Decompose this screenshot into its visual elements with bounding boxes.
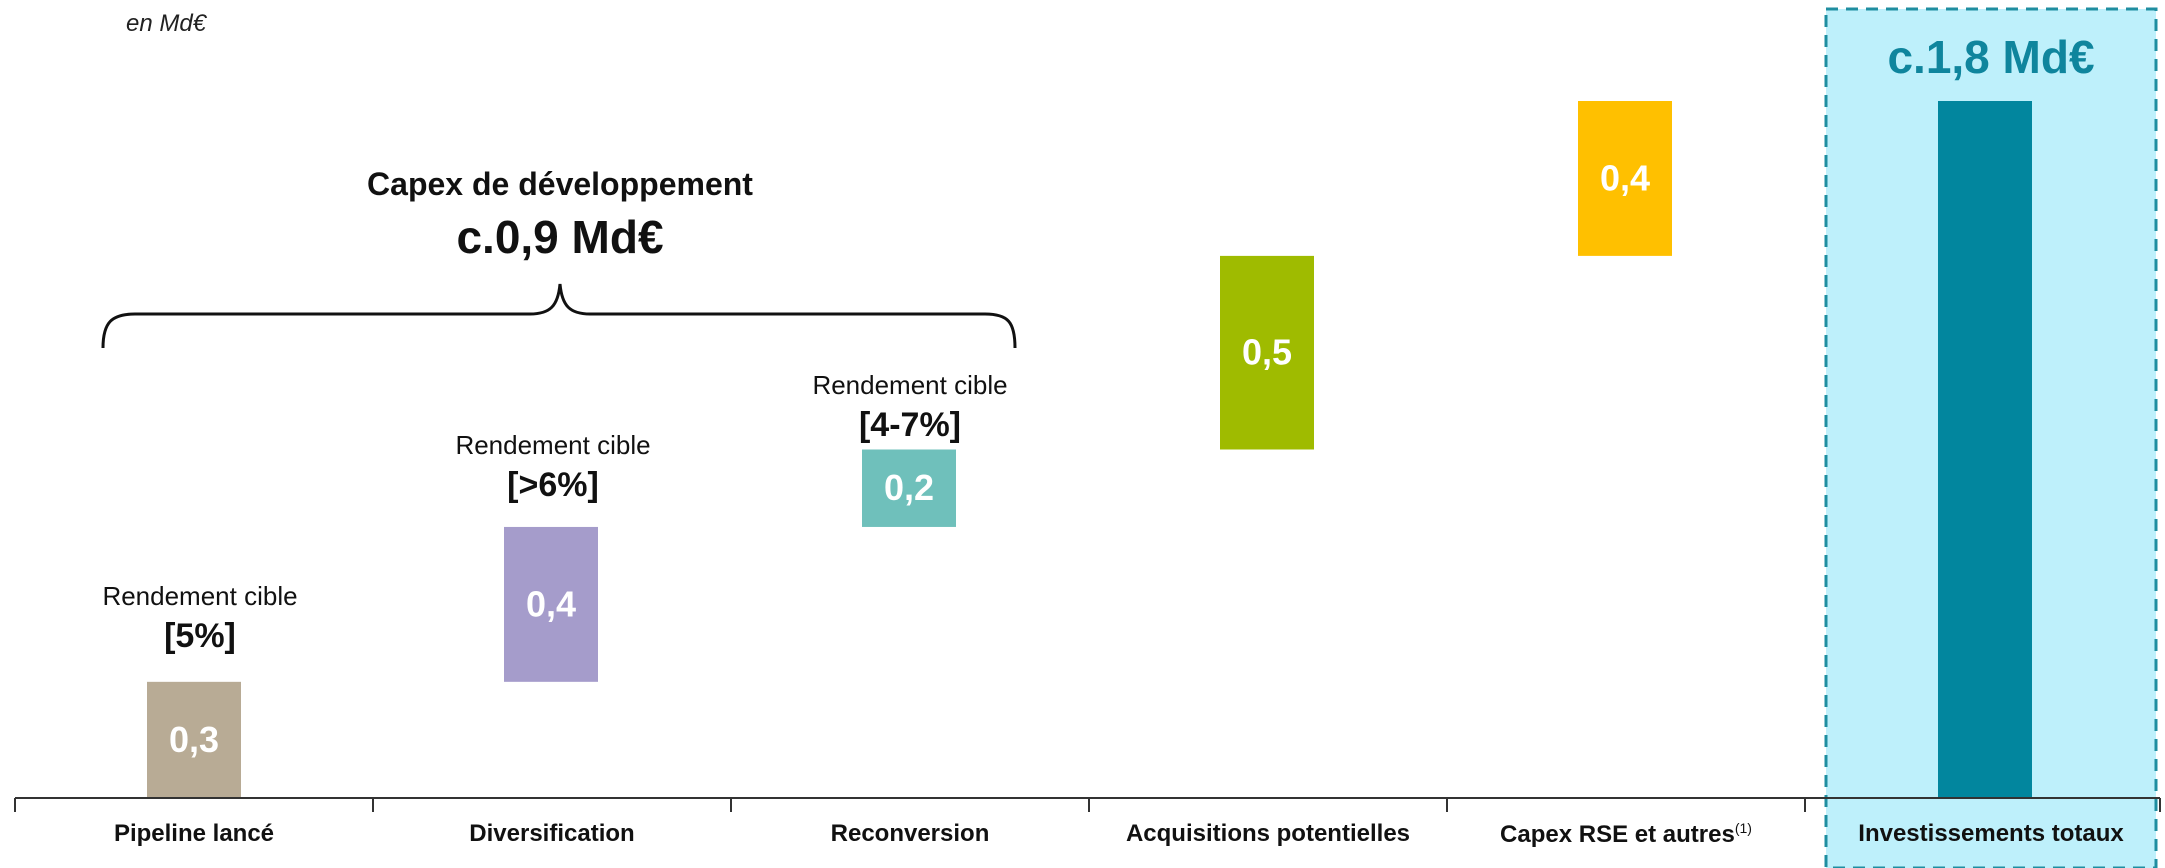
category-label-1: Diversification	[469, 820, 635, 847]
yield-value-diversification: [>6%]	[507, 466, 599, 504]
category-label-5: Investissements totaux	[1858, 820, 2124, 847]
yield-label-diversification: Rendement cible	[455, 430, 651, 460]
category-label-2: Reconversion	[830, 820, 990, 847]
yield-value-pipeline: [5%]	[164, 617, 236, 655]
bar-0	[147, 681, 241, 798]
yield-label-reconversion: Rendement cible	[812, 370, 1008, 400]
bar-value-label-1: 0,4	[526, 583, 576, 624]
category-label-3: Acquisitions potentielles	[1125, 820, 1411, 847]
bar-3	[1220, 255, 1314, 450]
group-total: c.0,9 Md€	[456, 211, 664, 263]
bar-value-label-0: 0,3	[169, 719, 219, 760]
bar-value-label-4: 0,4	[1600, 157, 1650, 198]
x-axis	[14, 797, 2161, 812]
category-label-0: Pipeline lancé	[113, 820, 275, 847]
bars-layer: 0,3 0,4 0,2 0,5 0,4	[147, 101, 2032, 798]
total-value: c.1,8 Md€	[1887, 31, 2095, 83]
yield-label-pipeline: Rendement cible	[102, 581, 298, 611]
group-brace	[101, 283, 1017, 349]
bar-5	[1938, 101, 2032, 798]
unit-label: en Md€	[126, 10, 207, 37]
bar-value-label-3: 0,5	[1242, 332, 1292, 373]
bar-4	[1578, 101, 1672, 256]
bar-1	[504, 526, 598, 682]
bar-2	[862, 449, 956, 527]
footnote-marker: (1)	[1734, 820, 1752, 836]
category-label-4: Capex RSE et autres(1)	[1447, 820, 1805, 849]
bar-value-label-2: 0,2	[884, 467, 934, 508]
yield-value-reconversion: [4-7%]	[858, 406, 962, 444]
category-label-4-text: Capex RSE et autres	[1500, 821, 1735, 848]
group-title: Capex de développement	[367, 166, 753, 202]
